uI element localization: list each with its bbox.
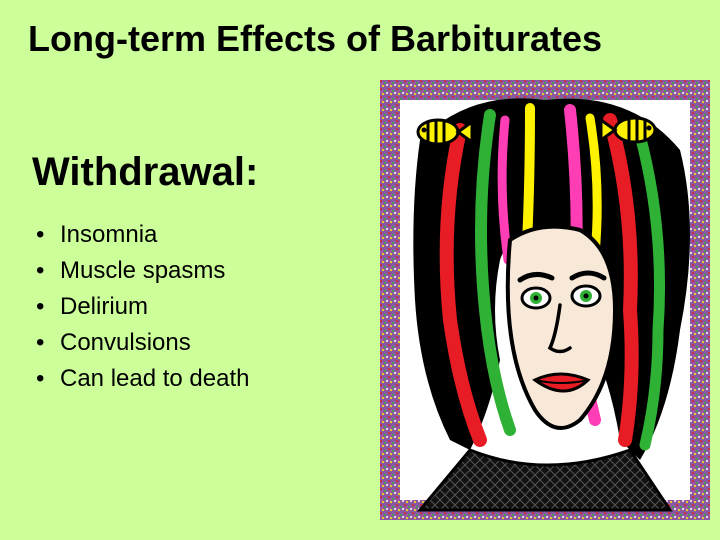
pop-art-portrait — [380, 80, 710, 520]
page-title: Long-term Effects of Barbiturates — [0, 0, 720, 60]
